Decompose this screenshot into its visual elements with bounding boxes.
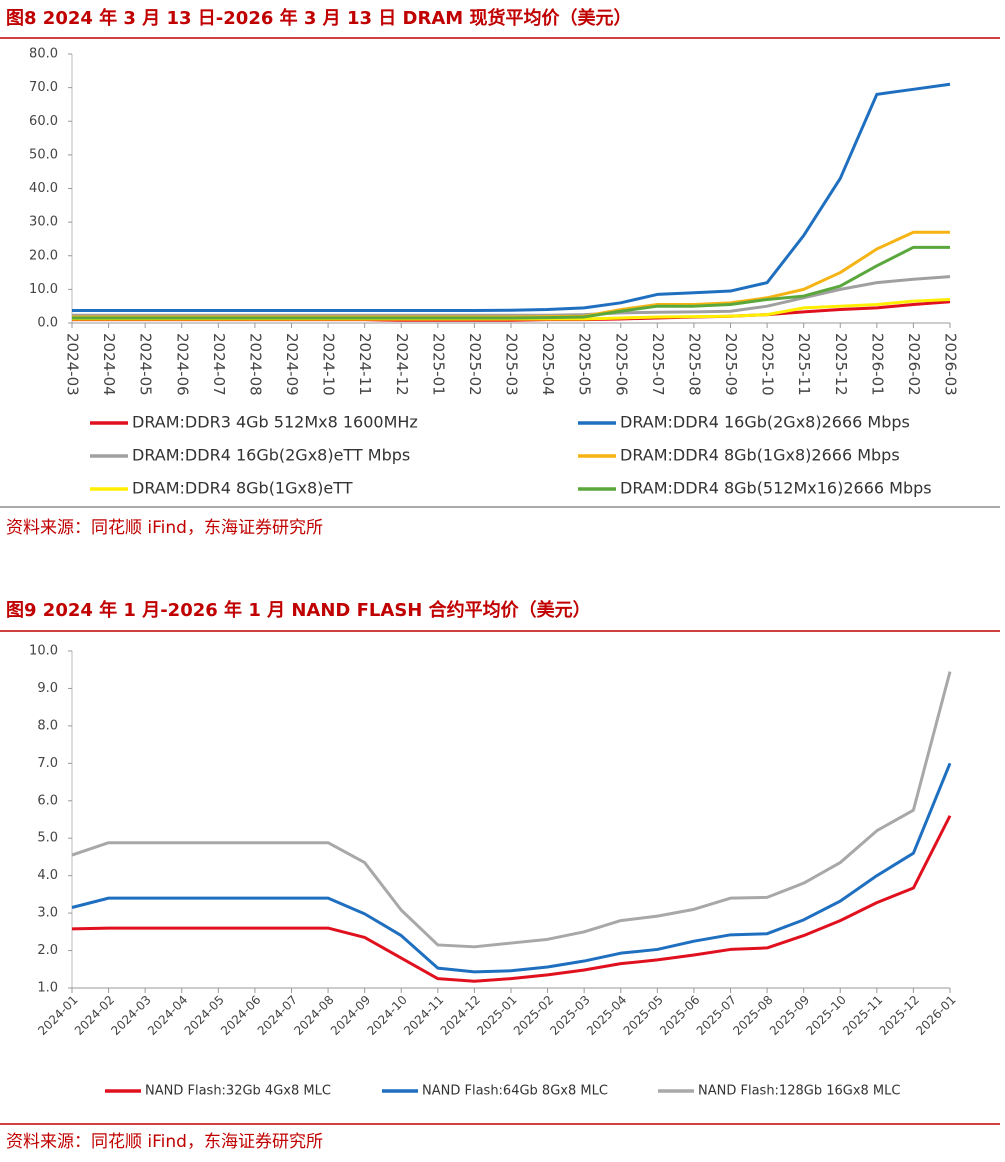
series-line — [71, 762, 952, 974]
legend-label: NAND Flash:32Gb 4Gx8 MLC — [145, 1084, 331, 1099]
series-line — [72, 82, 951, 313]
x-tick-label: 2025-10 — [759, 333, 777, 396]
x-tick-label: 2024-12 — [393, 333, 411, 396]
series-line — [72, 230, 950, 319]
x-tick-label: 2024-06 — [173, 333, 191, 396]
chart-title: 图9 2024 年 1 月-2026 年 1 月 NAND FLASH 合约平均… — [6, 599, 591, 621]
legend-label: NAND Flash:128Gb 16Gx8 MLC — [698, 1084, 900, 1099]
y-tick-label: 7.0 — [37, 756, 58, 771]
x-tick-label: 2025-12 — [832, 333, 850, 396]
x-tick-label: 2024-11 — [356, 333, 374, 396]
series-line — [72, 245, 950, 320]
y-tick-label: 5.0 — [37, 831, 58, 846]
x-tick-label: 2025-07 — [649, 333, 667, 396]
legend-label: DRAM:DDR4 16Gb(2Gx8)eTT Mbps — [132, 446, 410, 465]
y-tick-label: 8.0 — [37, 718, 58, 733]
x-tick-label: 2024-04 — [100, 333, 118, 396]
y-tick-label: 40.0 — [29, 181, 58, 196]
series-line — [72, 275, 951, 317]
y-tick-label: 4.0 — [37, 868, 58, 883]
x-tick-label: 2025-11 — [795, 333, 813, 396]
legend-label: DRAM:DDR4 8Gb(512Mx16)2666 Mbps — [620, 479, 932, 498]
legend-label: DRAM:DDR4 8Gb(1Gx8)eTT — [132, 479, 353, 498]
y-tick-label: 60.0 — [29, 114, 58, 129]
legend-label: DRAM:DDR3 4Gb 512Mx8 1600MHz — [132, 413, 418, 432]
source: 资料来源：同花顺 iFind，东海证券研究所 — [6, 518, 323, 538]
y-tick-label: 9.0 — [37, 681, 58, 696]
y-tick-label: 1.0 — [37, 981, 58, 996]
x-tick-label: 2024-08 — [246, 333, 264, 396]
y-tick-label: 6.0 — [37, 793, 58, 808]
y-tick-label: 30.0 — [29, 215, 58, 230]
x-tick-label: 2026-01 — [913, 993, 958, 1038]
series-line — [71, 671, 952, 949]
y-tick-label: 20.0 — [29, 248, 58, 263]
series-line — [71, 815, 952, 983]
legend-label: DRAM:DDR4 8Gb(1Gx8)2666 Mbps — [620, 446, 900, 465]
y-tick-label: 50.0 — [29, 147, 58, 162]
x-tick-label: 2025-08 — [685, 333, 703, 396]
x-tick-label: 2026-02 — [905, 333, 923, 396]
x-tick-label: 2024-10 — [320, 333, 338, 396]
x-tick-label: 2024-09 — [283, 333, 301, 396]
x-tick-label: 2025-03 — [503, 333, 521, 396]
x-tick-label: 2025-02 — [466, 333, 484, 396]
x-tick-label: 2026-03 — [942, 333, 960, 396]
y-tick-label: 80.0 — [29, 47, 58, 62]
x-tick-label: 2025-05 — [576, 333, 594, 396]
source: 资料来源：同花顺 iFind，东海证券研究所 — [6, 1132, 323, 1152]
x-tick-label: 2025-06 — [612, 333, 630, 396]
x-tick-label: 2026-01 — [868, 333, 886, 396]
y-tick-label: 2.0 — [37, 943, 58, 958]
x-tick-label: 2024-03 — [64, 333, 82, 396]
y-tick-label: 10.0 — [29, 282, 58, 297]
x-tick-label: 2025-09 — [722, 333, 740, 396]
x-tick-label: 2024-05 — [137, 333, 155, 396]
legend-label: NAND Flash:64Gb 8Gx8 MLC — [422, 1084, 608, 1099]
y-tick-label: 10.0 — [29, 644, 58, 659]
x-tick-label: 2025-04 — [539, 333, 557, 396]
legend-label: DRAM:DDR4 16Gb(2Gx8)2666 Mbps — [620, 413, 910, 432]
y-tick-label: 0.0 — [37, 316, 58, 331]
chart-title: 图8 2024 年 3 月 13 日-2026 年 3 月 13 日 DRAM … — [6, 7, 631, 29]
x-tick-label: 2024-07 — [210, 333, 228, 396]
y-tick-label: 3.0 — [37, 906, 58, 921]
y-tick-label: 70.0 — [29, 80, 58, 95]
x-tick-label: 2025-01 — [429, 333, 447, 396]
